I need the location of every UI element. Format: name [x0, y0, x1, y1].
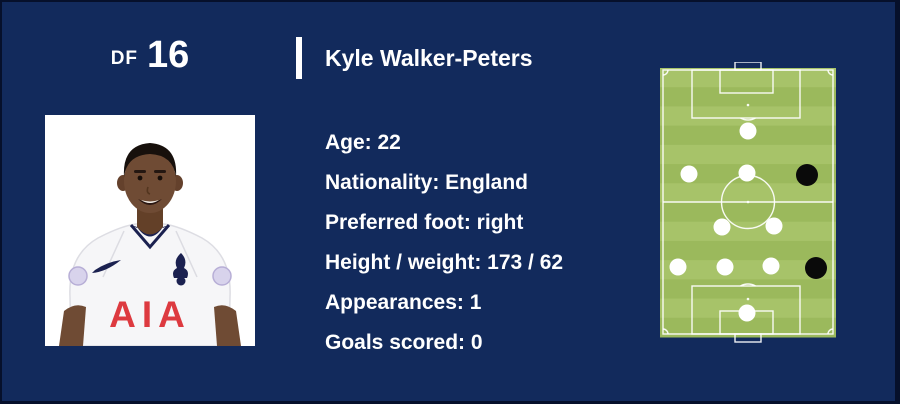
player-head: [117, 143, 183, 235]
position-dot-right-centre-back: [762, 257, 780, 275]
position-dot-striker: [739, 122, 757, 140]
eyebrow-right: [154, 170, 166, 173]
eye-left: [137, 175, 143, 181]
face: [124, 149, 176, 213]
stat-age: Age: 22: [325, 131, 401, 154]
position-label: DF: [110, 48, 139, 69]
position-dots: [669, 122, 827, 322]
name-row: Kyle Walker-Peters: [296, 37, 533, 79]
stat-height-weight: Height / weight: 173 / 62: [325, 251, 564, 274]
stat-preferred-foot: Preferred foot: right: [325, 211, 524, 234]
shirt-sponsor-text: AIA: [109, 294, 191, 335]
position-dot-attacking-mid: [738, 164, 756, 182]
pitch-stripe: [660, 317, 836, 338]
sleeve-badge-left-icon: [68, 266, 88, 286]
pitch-stripe: [660, 240, 836, 261]
arm-right: [214, 305, 241, 346]
jersey: [69, 223, 231, 346]
hair: [123, 143, 177, 177]
jersey-body: [69, 223, 231, 346]
stat-appearances: Appearances: 1: [325, 291, 482, 314]
collar-trim: [129, 224, 171, 250]
eye-right: [157, 175, 163, 181]
corner-arc-top-right: [827, 69, 834, 76]
stat-goals-scored: Goals scored: 0: [325, 331, 483, 354]
shirt-number: 16: [147, 34, 190, 76]
pitch-stripe: [660, 106, 836, 127]
position-and-number: DF 16: [45, 36, 265, 74]
nose: [146, 186, 151, 195]
pitch-stripe: [660, 183, 836, 203]
corner-arc-top-left: [662, 69, 669, 76]
sleeve-badge-right-icon: [212, 266, 232, 286]
position-dot-right-back: [805, 257, 827, 279]
name-divider-bar: [296, 37, 302, 79]
penalty-arc-top: [740, 117, 756, 121]
player-portrait-illustration: AIA: [45, 115, 255, 346]
corner-arc-bottom-left: [662, 328, 669, 335]
club-crest-icon: [173, 253, 188, 286]
penalty-spot-top: [746, 103, 750, 107]
position-dot-left-centre-back: [716, 258, 734, 276]
arm-left: [59, 305, 86, 346]
teeth: [141, 200, 159, 203]
pitch-stripe: [660, 68, 836, 88]
position-dot-left-centre-mid: [713, 218, 731, 236]
position-dot-right-centre-mid: [765, 217, 783, 235]
formation-pitch: [660, 61, 836, 343]
eyebrow-left: [134, 170, 146, 173]
position-dot-left-back: [669, 258, 687, 276]
kit-details: AIA: [68, 253, 232, 335]
pitch-stripe: [660, 279, 836, 300]
centre-spot: [746, 200, 750, 204]
player-name: Kyle Walker-Peters: [325, 44, 533, 71]
corner-arc-bottom-right: [827, 328, 834, 335]
goal-area-top: [719, 69, 774, 94]
position-dot-left-mid: [680, 165, 698, 183]
pitch-svg: [660, 61, 836, 343]
sleeve-seam-right: [175, 230, 198, 278]
stats-list: Age: 22 Nationality: England Preferred f…: [325, 123, 563, 363]
sleeve-seam-left: [102, 230, 125, 278]
pitch-stripe: [660, 260, 836, 280]
nike-swoosh-icon: [92, 260, 121, 273]
position-dot-goalkeeper: [738, 304, 756, 322]
position-dot-right-mid: [796, 164, 818, 186]
pitch-stripe: [660, 202, 836, 223]
player-photo: AIA: [45, 115, 255, 346]
penalty-arc-bottom: [740, 283, 756, 287]
pitch-stripe: [660, 221, 836, 242]
pitch-stripe: [660, 144, 836, 165]
pitch-stripe: [660, 87, 836, 107]
penalty-spot-bottom: [746, 297, 750, 301]
stat-nationality: Nationality: England: [325, 171, 529, 194]
